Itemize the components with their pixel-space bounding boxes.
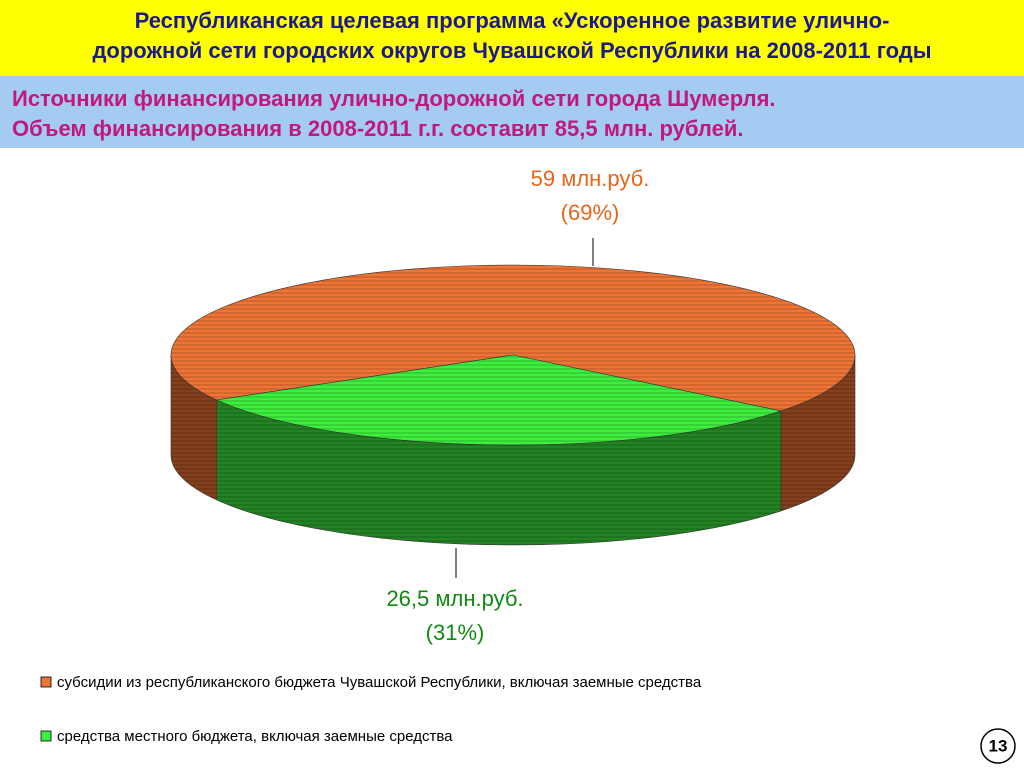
stripes bbox=[216, 400, 781, 546]
page-number: 13 bbox=[989, 736, 1008, 755]
stripes bbox=[780, 355, 855, 511]
stripes bbox=[216, 355, 781, 446]
chart: 59 млн.руб. (69%) 26,5 млн.руб. (31%) субсид… bbox=[40, 166, 856, 745]
data-label-percent: (69%) bbox=[561, 200, 620, 225]
stripes bbox=[171, 265, 856, 411]
subtitle: Источники финансирования улично-дорожной… bbox=[12, 86, 776, 111]
stripes bbox=[171, 355, 217, 500]
subtitle: Объем финансирования в 2008-2011 г.г. со… bbox=[12, 116, 743, 141]
data-label: 59 млн.руб. bbox=[531, 166, 650, 191]
subtitle-band bbox=[0, 76, 1024, 148]
header-title: дорожной сети городских округов Чувашско… bbox=[92, 38, 931, 63]
legend-swatch bbox=[40, 730, 52, 742]
legend-entry: средства местного бюджета, включая заемн… bbox=[57, 728, 453, 745]
legend-entry: субсидии из республиканского бюджета Чув… bbox=[57, 674, 702, 691]
data-label-percent: (31%) bbox=[426, 620, 485, 645]
data-label: 26,5 млн.руб. bbox=[386, 586, 523, 611]
page-number-circle bbox=[980, 728, 1016, 764]
header-band bbox=[0, 0, 1024, 76]
header-title: Республиканская целевая программа «Ускор… bbox=[135, 8, 890, 33]
legend-swatch bbox=[40, 676, 52, 688]
